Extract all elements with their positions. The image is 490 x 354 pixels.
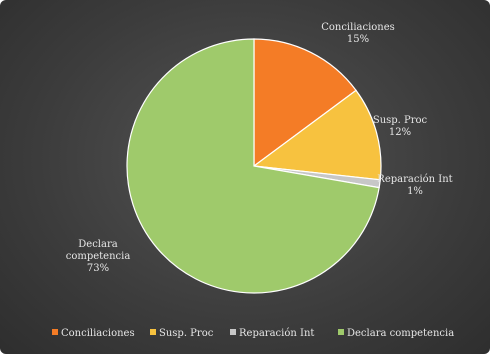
legend-item-declara-competencia: Declara competencia	[338, 328, 454, 339]
legend-label: Declara competencia	[347, 328, 454, 339]
legend-swatch	[150, 329, 156, 335]
legend-item-reparacion-int: Reparación Int	[230, 328, 314, 339]
legend: Conciliaciones Susp. Proc Reparación Int De…	[52, 328, 454, 339]
legend-item-susp-proc: Susp. Proc	[150, 328, 214, 339]
legend-swatch	[230, 329, 236, 335]
legend-label: Susp. Proc	[159, 328, 214, 339]
legend-swatch	[338, 329, 344, 335]
pie-slices	[126, 38, 382, 294]
legend-label: Reparación Int	[239, 328, 314, 339]
data-label-conciliaciones: Conciliaciones 15%	[321, 22, 395, 45]
data-label-susp-proc: Susp. Proc 12%	[373, 115, 428, 138]
data-label-declara-competencia: Declara competencia 73%	[66, 239, 131, 274]
pie-labels: Conciliaciones 15% Susp. Proc 12% Reparación…	[66, 22, 453, 274]
pie-slice-conciliaciones	[253, 38, 357, 168]
pie-slice-declara-competencia	[126, 38, 380, 294]
legend-swatch	[52, 329, 58, 335]
legend-label: Conciliaciones	[61, 328, 135, 339]
legend-item-conciliaciones: Conciliaciones	[52, 328, 135, 339]
data-label-reparacion-int: Reparación Int 1%	[377, 174, 452, 197]
pie-slice-susp-proc	[252, 89, 382, 181]
